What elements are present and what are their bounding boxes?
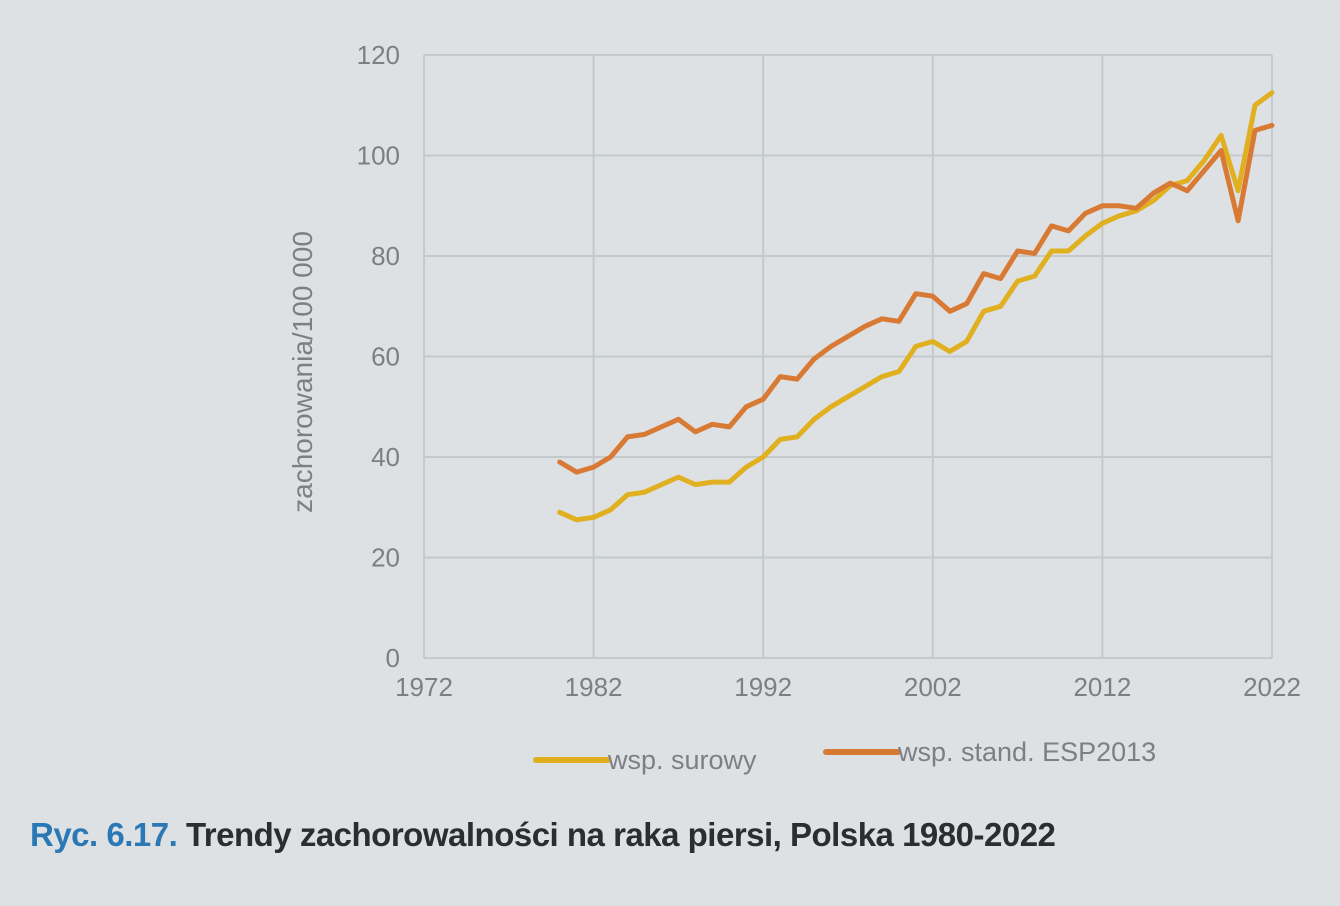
- y-axis-ticks: 0 20 40 60 80 100 120: [357, 40, 400, 673]
- y-tick-label: 120: [357, 40, 400, 70]
- legend-label: wsp. surowy: [607, 745, 757, 775]
- y-axis-label: zachorowania/100 000: [287, 231, 318, 513]
- x-tick-label: 2022: [1243, 672, 1301, 702]
- chart-grid: [423, 54, 1273, 659]
- y-tick-label: 100: [357, 141, 400, 171]
- x-tick-label: 1982: [565, 672, 623, 702]
- legend-label: wsp. stand. ESP2013: [897, 737, 1156, 767]
- chart-legend: wsp. surowy wsp. stand. ESP2013: [533, 737, 1156, 775]
- x-axis-ticks: 1972 1982 1992 2002 2012 2022: [395, 672, 1301, 702]
- x-tick-label: 1992: [734, 672, 792, 702]
- y-tick-label: 0: [386, 643, 400, 673]
- x-tick-label: 2002: [904, 672, 962, 702]
- y-tick-label: 80: [371, 241, 400, 271]
- y-tick-label: 60: [371, 342, 400, 372]
- figure-caption: Ryc. 6.17. Trendy zachorowalności na rak…: [30, 816, 1056, 854]
- series-line-1: [557, 90, 1275, 523]
- x-tick-label: 1972: [395, 672, 453, 702]
- chart-series: [557, 90, 1275, 523]
- caption-label: Ryc. 6.17.: [30, 816, 178, 853]
- x-tick-label: 2012: [1073, 672, 1131, 702]
- y-tick-label: 40: [371, 442, 400, 472]
- caption-text: Trendy zachorowalności na raka piersi, P…: [177, 816, 1056, 853]
- y-tick-label: 20: [371, 543, 400, 573]
- series-line-2: [557, 122, 1275, 475]
- line-chart: 0 20 40 60 80 100 120 1972 1982 1992 2002 2012 2022…: [287, 40, 1301, 775]
